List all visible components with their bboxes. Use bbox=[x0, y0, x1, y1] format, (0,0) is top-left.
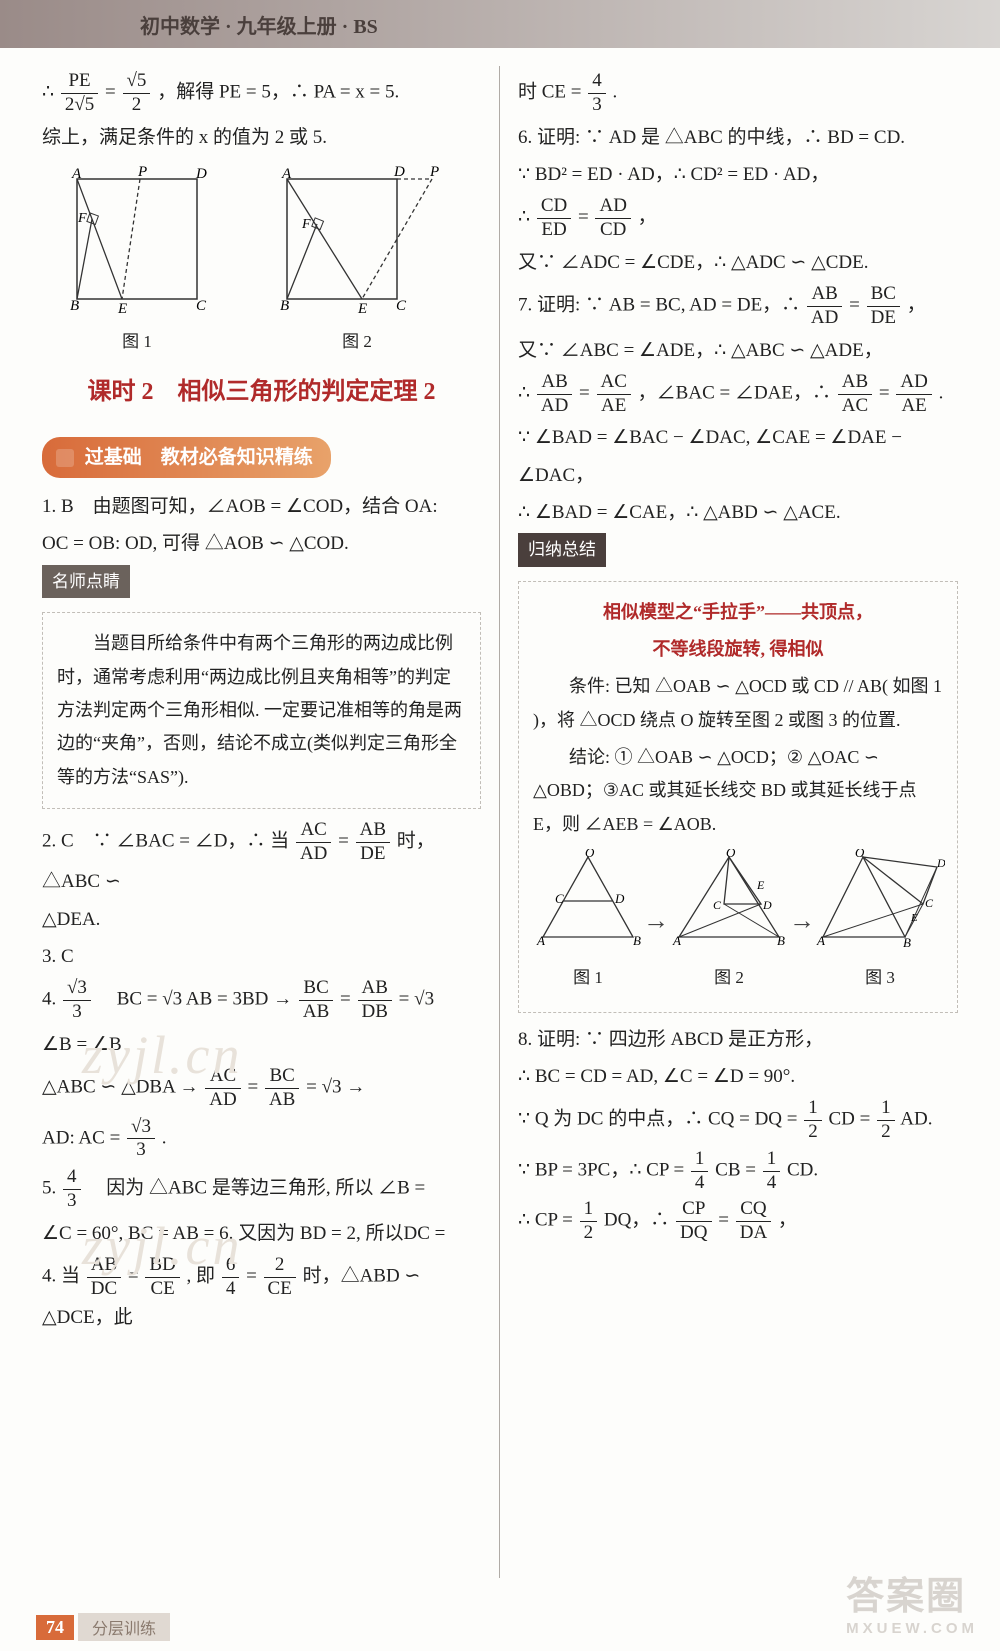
svg-text:C: C bbox=[555, 891, 564, 906]
r7f: ∴ ∠BAD = ∠CAE，∴ △ABD ∽ △ACE. bbox=[518, 496, 958, 529]
svg-text:A: A bbox=[281, 166, 292, 182]
r8b: ∴ BC = CD = AD, ∠C = ∠D = 90°. bbox=[518, 1060, 958, 1093]
svg-text:C: C bbox=[713, 898, 722, 912]
q2b: △DEA. bbox=[42, 903, 481, 936]
r8d: ∵ BP = 3PC，∴ CP = 14 CB = 14 CD. bbox=[518, 1148, 958, 1195]
figure-2: A D P B E C F 图 2 bbox=[272, 164, 442, 357]
footer: 74 分层训练 bbox=[36, 1613, 170, 1641]
diagram-1: O C D A B 图 1 bbox=[533, 849, 643, 994]
r6d: 又∵ ∠ADC = ∠CDE，∴ △ADC ∽ △CDE. bbox=[518, 246, 958, 279]
svg-text:B: B bbox=[70, 298, 79, 314]
svg-text:E: E bbox=[910, 912, 918, 924]
left-line2: 综上，满足条件的 x 的值为 2 或 5. bbox=[42, 121, 481, 154]
r6b: ∵ BD² = ED · AD，∴ CD² = ED · AD， bbox=[518, 158, 958, 191]
svg-text:P: P bbox=[429, 164, 439, 180]
svg-text:E: E bbox=[357, 301, 367, 314]
svg-text:D: D bbox=[936, 856, 945, 870]
summary-box: 归纳总结 相似模型之“手拉手”——共顶点， 不等线段旋转, 得相似 条件: 已知… bbox=[518, 533, 958, 1013]
q4: 4. √33 BC = √3 AB = 3BD → BCAB = ABDB = … bbox=[42, 977, 481, 1024]
header-title: 初中数学 · 九年级上册 · BS bbox=[140, 10, 378, 39]
summary-label: 归纳总结 bbox=[518, 533, 606, 567]
content: ∴ PE2√5 = √52 ，解得 PE = 5，∴ PA = x = 5. 综… bbox=[0, 48, 1000, 1578]
svg-text:A: A bbox=[536, 933, 545, 948]
right-column: 时 CE = 43 . 6. 证明: ∵ AD 是 △ABC 的中线，∴ BD … bbox=[500, 66, 958, 1578]
book-icon bbox=[56, 449, 74, 467]
q4-line4: AD: AC = √33 . bbox=[42, 1116, 481, 1163]
tip-content: 当题目所给条件中有两个三角形的两边成比例时，通常考虑利用“两边成比例且夹角相等”… bbox=[42, 612, 481, 808]
svg-text:A: A bbox=[816, 933, 825, 948]
svg-text:E: E bbox=[117, 301, 127, 314]
svg-text:C: C bbox=[196, 298, 207, 314]
svg-text:O: O bbox=[855, 849, 865, 860]
q5-line2: ∠C = 60°, BC = AB = 6. 又因为 BD = 2, 所以DC … bbox=[42, 1217, 481, 1250]
figure-row: A P D B E C F 图 1 bbox=[62, 164, 481, 357]
svg-text:D: D bbox=[195, 166, 207, 182]
svg-text:A: A bbox=[672, 933, 681, 948]
frac: √52 bbox=[123, 70, 151, 117]
header-bar: 初中数学 · 九年级上册 · BS bbox=[0, 0, 1000, 48]
q2: 2. C ∵ ∠BAC = ∠D，∴ 当 ACAD = ABDE 时，△ABC … bbox=[42, 819, 481, 899]
fig1-label: 图 1 bbox=[62, 327, 212, 357]
summary-content: 相似模型之“手拉手”——共顶点， 不等线段旋转, 得相似 条件: 已知 △OAB… bbox=[518, 581, 958, 1013]
arrow-icon: → bbox=[789, 897, 815, 945]
r7a: 7. 证明: ∵ AB = BC, AD = DE，∴ ABAD = BCDE … bbox=[518, 283, 958, 330]
svg-text:C: C bbox=[396, 298, 407, 314]
r6a: 6. 证明: ∵ AD 是 △ABC 的中线，∴ BD = CD. bbox=[518, 121, 958, 154]
svg-text:D: D bbox=[614, 891, 625, 906]
pill-basics: 过基础 教材必备知识精练 bbox=[42, 437, 331, 478]
fig2-label: 图 2 bbox=[272, 327, 442, 357]
r1: 时 CE = 43 . bbox=[518, 70, 958, 117]
arrow-icon: → bbox=[643, 897, 669, 945]
svg-text:B: B bbox=[903, 935, 911, 949]
left-line1: ∴ PE2√5 = √52 ，解得 PE = 5，∴ PA = x = 5. bbox=[42, 70, 481, 117]
r7b: 又∵ ∠ABC = ∠ADE，∴ △ABC ∽ △ADE， bbox=[518, 334, 958, 367]
q1-line1: 1. B 由题图可知，∠AOB = ∠COD，结合 OA: bbox=[42, 490, 481, 523]
svg-text:D: D bbox=[762, 898, 772, 912]
r7c: ∴ ABAD = ACAE ，∠BAC = ∠DAE，∴ ABAC = ADAE… bbox=[518, 371, 958, 418]
section-title: 课时 2 相似三角形的判定定理 2 bbox=[42, 371, 481, 413]
left-column: ∴ PE2√5 = √52 ，解得 PE = 5，∴ PA = x = 5. 综… bbox=[42, 66, 500, 1578]
r8e: ∴ CP = 12 DQ，∴ CPDQ = CQDA ， bbox=[518, 1198, 958, 1245]
r8c: ∵ Q 为 DC 的中点，∴ CQ = DQ = 12 CD = 12 AD. bbox=[518, 1097, 958, 1144]
svg-text:A: A bbox=[71, 166, 82, 182]
svg-text:B: B bbox=[633, 933, 641, 948]
q3: 3. C bbox=[42, 940, 481, 973]
r6c: ∴ CDED = ADCD ， bbox=[518, 195, 958, 242]
svg-text:B: B bbox=[280, 298, 289, 314]
q5: 5. 43 因为 △ABC 是等边三角形, 所以 ∠B = bbox=[42, 1166, 481, 1213]
q4-line2: ∠B = ∠B zyjl.cn bbox=[42, 1028, 481, 1061]
footer-tag: 分层训练 bbox=[78, 1613, 170, 1641]
page: 初中数学 · 九年级上册 · BS ∴ PE2√5 = √52 ，解得 PE =… bbox=[0, 0, 1000, 1651]
svg-text:O: O bbox=[726, 849, 736, 860]
watermark: 答案圈 MXUEW.COM bbox=[846, 1565, 978, 1637]
r7e: ∠DAC， bbox=[518, 459, 958, 492]
tip-label: 名师点睛 bbox=[42, 565, 130, 599]
svg-text:O: O bbox=[585, 849, 595, 860]
diagram-row: O C D A B 图 1 → bbox=[533, 849, 943, 994]
frac: PE2√5 bbox=[61, 70, 98, 117]
svg-text:E: E bbox=[756, 878, 765, 892]
q1-line2: OC = OB: OD, 可得 △AOB ∽ △COD. bbox=[42, 527, 481, 560]
svg-text:F: F bbox=[77, 211, 87, 226]
q5-line3: 4. 当 ABDC = BDCE , 即 64 = 2CE 时，△ABD ∽ △… bbox=[42, 1254, 481, 1334]
svg-text:D: D bbox=[393, 164, 405, 180]
figure-1: A P D B E C F 图 1 bbox=[62, 164, 212, 357]
r7d: ∵ ∠BAD = ∠BAC − ∠DAC, ∠CAE = ∠DAE − bbox=[518, 421, 958, 454]
q4-line3: △ABC ∽ △DBA → ACAD = BCAB = √3 → bbox=[42, 1065, 481, 1112]
svg-text:P: P bbox=[137, 164, 147, 180]
tip-box: 名师点睛 当题目所给条件中有两个三角形的两边成比例时，通常考虑利用“两边成比例且… bbox=[42, 565, 481, 809]
svg-text:B: B bbox=[777, 933, 785, 948]
diagram-3: O D C E A B 图 3 bbox=[815, 849, 945, 994]
svg-text:F: F bbox=[301, 217, 311, 232]
page-number: 74 bbox=[36, 1615, 74, 1640]
diagram-2: O E C D A B 图 2 bbox=[669, 849, 789, 994]
r8a: 8. 证明: ∵ 四边形 ABCD 是正方形， bbox=[518, 1023, 958, 1056]
svg-text:C: C bbox=[925, 896, 934, 910]
